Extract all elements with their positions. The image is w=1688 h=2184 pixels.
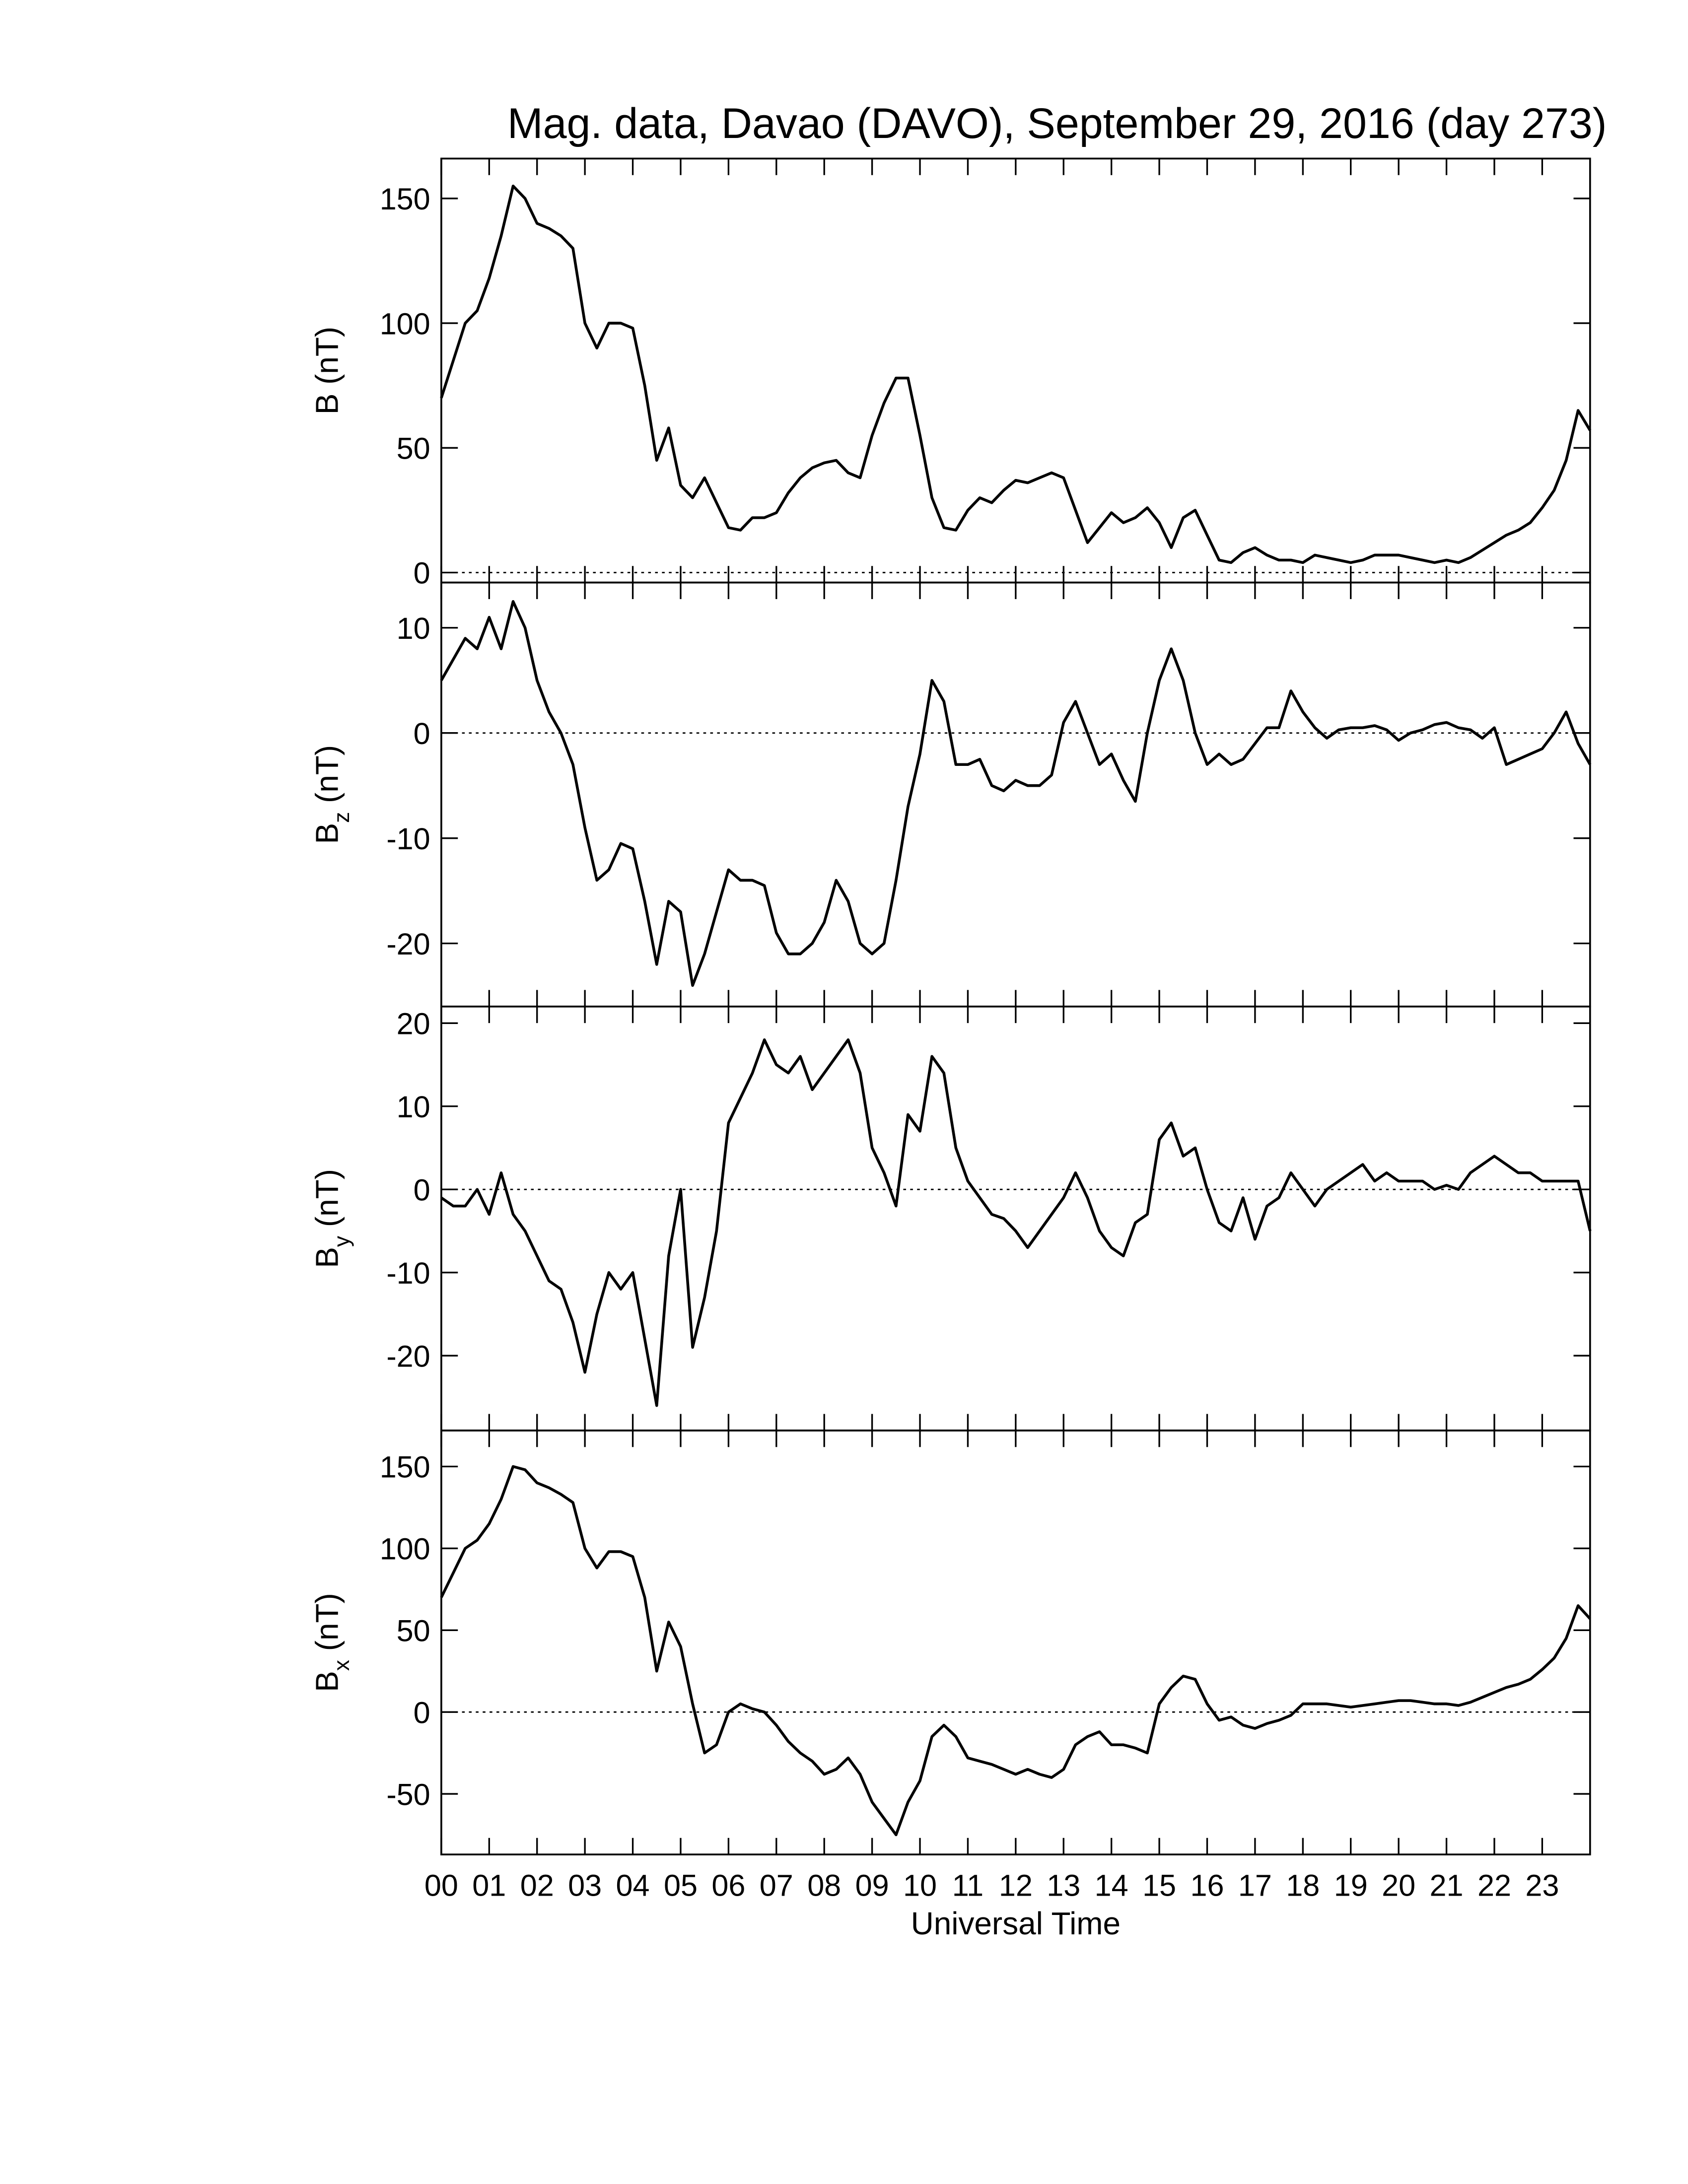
y-tick-label: 100 [380,1532,430,1566]
y-tick-label: -10 [386,1256,430,1290]
x-tick-label: 14 [1095,1868,1128,1902]
x-tick-label: 02 [520,1868,554,1902]
y-axis-label: Bz (nT) [309,745,354,844]
data-line [440,184,1592,564]
data-line [440,600,1592,987]
y-tick-label: 150 [380,1450,430,1484]
x-tick-label: 21 [1430,1868,1464,1902]
x-tick-label: 18 [1286,1868,1320,1902]
y-tick-label: 20 [397,1007,430,1040]
x-tick-label: 03 [568,1868,602,1902]
x-axis-label: Universal Time [911,1906,1121,1941]
y-axis-label: B (nT) [309,327,345,414]
x-tick-label: 17 [1238,1868,1272,1902]
plot-frame [440,581,1591,1008]
plot-frame [440,1005,1591,1432]
x-tick-label: 22 [1477,1868,1511,1902]
plot-frame [440,157,1591,584]
x-tick-label: 16 [1190,1868,1224,1902]
data-line [440,1038,1592,1407]
y-tick-label: 150 [380,182,430,216]
y-tick-label: 50 [397,1614,430,1648]
x-tick-label: 20 [1382,1868,1415,1902]
y-tick-label: -50 [386,1777,430,1811]
x-tick-label: 15 [1142,1868,1176,1902]
x-tick-label: 13 [1047,1868,1080,1902]
x-tick-label: 00 [424,1868,458,1902]
x-tick-label: 09 [855,1868,889,1902]
x-tick-label: 05 [664,1868,698,1902]
x-tick-label: 06 [711,1868,745,1902]
x-tick-label: 07 [760,1868,793,1902]
y-tick-label: 0 [414,556,430,590]
y-tick-label: 0 [414,717,430,751]
x-tick-label: 23 [1525,1868,1559,1902]
y-tick-label: 0 [414,1173,430,1207]
chart-title: Mag. data, Davao (DAVO), September 29, 2… [507,100,1607,147]
x-tick-label: 04 [616,1868,650,1902]
y-axis-label: Bx (nT) [309,1593,354,1692]
x-tick-label: 10 [903,1868,937,1902]
y-tick-label: -10 [386,822,430,856]
y-tick-label: 10 [397,612,430,645]
y-axis-label: By (nT) [309,1169,354,1268]
y-tick-label: 50 [397,432,430,466]
x-tick-label: 01 [472,1868,506,1902]
x-tick-label: 11 [952,1868,984,1902]
x-tick-label: 12 [999,1868,1033,1902]
y-tick-label: -20 [386,1339,430,1373]
x-tick-label: 19 [1334,1868,1368,1902]
plot-frame [440,1430,1591,1855]
y-tick-label: 0 [414,1696,430,1729]
y-tick-label: 100 [380,307,430,341]
data-line [440,1465,1591,1837]
x-tick-label: 08 [807,1868,841,1902]
y-tick-label: 10 [397,1090,430,1124]
y-tick-label: -20 [386,927,430,961]
